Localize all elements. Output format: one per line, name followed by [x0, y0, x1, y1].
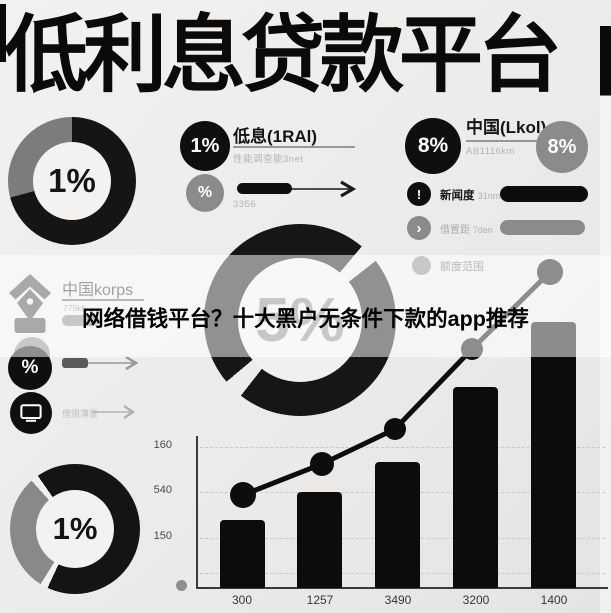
divider [466, 140, 538, 142]
origin-dot [176, 580, 187, 591]
arrow-right-icon [88, 355, 139, 371]
row-label-sub: 7den [472, 225, 493, 235]
divider [233, 146, 355, 148]
trend-point [384, 418, 406, 440]
donut-chart-top-left: 1% [8, 117, 136, 245]
arrow-right-icon [290, 180, 357, 198]
monitor-row-label: 借限薄置 [62, 409, 99, 419]
x-axis-line [196, 587, 608, 589]
donut-value: 1% [36, 490, 114, 568]
x-axis-tick-label: 3200 [462, 593, 490, 607]
stat-pill [500, 220, 585, 235]
monitor-icon [20, 404, 42, 422]
china-subtext: AB1116km [466, 146, 516, 157]
progress-pill [62, 358, 88, 368]
monitor-circle [10, 392, 52, 434]
x-axis-tick-label: 1400 [540, 593, 568, 607]
low-interest-subtext: 性能调查能3net [233, 154, 304, 165]
donut-chart-bottom-left: 1% [10, 464, 140, 594]
row-label: 借置距 7den [440, 221, 493, 236]
trend-point [230, 482, 256, 508]
china-badge-secondary: 8% [536, 121, 588, 173]
row-label-text: 借置距 [440, 225, 470, 236]
low-interest-badge: 1% [180, 121, 230, 171]
y-axis-line [196, 436, 198, 589]
bar [531, 322, 576, 588]
china-badge: 8% [405, 118, 461, 174]
low-interest-label: 低息(1RAl) [233, 127, 318, 146]
x-axis-tick-label: 300 [231, 593, 253, 607]
article-headline: 网络借钱平台？十大黑户无条件下款的app推荐 [82, 307, 529, 331]
bar [297, 492, 342, 588]
row-label-sub: 31nm [477, 191, 501, 201]
low-interest-footnote: 3356 [233, 199, 257, 210]
bar [220, 520, 265, 588]
left-edge-mark [0, 4, 6, 62]
y-axis-tick-label: 160 [153, 439, 172, 451]
x-axis-tick-label: 1257 [306, 593, 334, 607]
arrow-right-icon [92, 405, 136, 419]
y-axis-tick-label: 150 [153, 530, 172, 542]
stat-pill [500, 186, 588, 202]
bar [375, 462, 420, 588]
chevron-icon: › [407, 216, 431, 240]
donut-value: 1% [33, 142, 111, 220]
x-axis-tick-label: 3490 [384, 593, 412, 607]
y-axis-tick-label: 540 [153, 484, 172, 496]
trend-point [310, 452, 334, 476]
exclamation-icon: ! [407, 182, 431, 206]
poster-title: 低利息贷款平台 [4, 8, 562, 102]
row-label: 新闻度 31nm [440, 187, 500, 203]
bar [453, 387, 498, 588]
percent-badge: % [186, 174, 224, 212]
progress-pill [237, 183, 292, 194]
row-label-text: 新闻度 [440, 190, 475, 202]
china-label: 中国(Lkol) [466, 118, 547, 137]
right-edge-mark [600, 26, 611, 96]
